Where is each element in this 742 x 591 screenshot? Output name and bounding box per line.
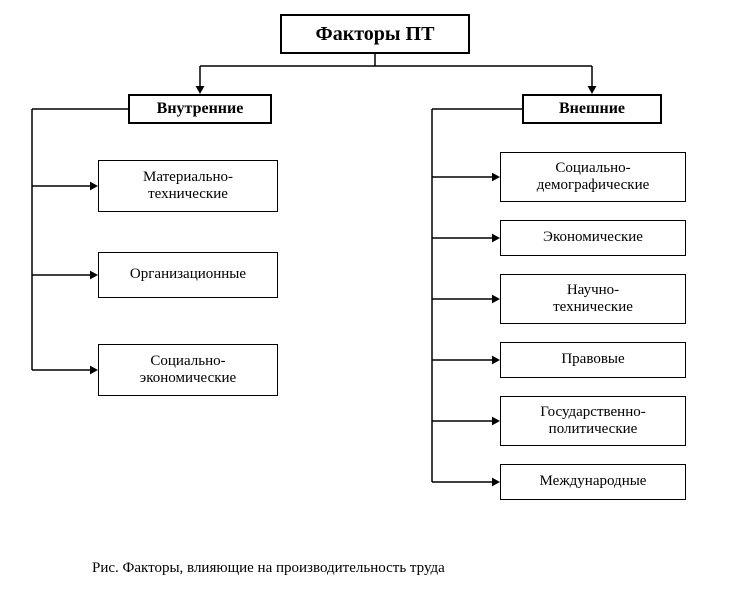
leaf-node: Научно- технические bbox=[500, 274, 686, 324]
leaf-node: Социально- экономические bbox=[98, 344, 278, 396]
leaf-label: Социально- экономические bbox=[140, 353, 236, 388]
branch-header: Внешние bbox=[522, 94, 662, 124]
leaf-node: Государственно- политические bbox=[500, 396, 686, 446]
leaf-label: Социально- демографические bbox=[537, 160, 650, 195]
branch-header: Внутренние bbox=[128, 94, 272, 124]
leaf-node: Социально- демографические bbox=[500, 152, 686, 202]
leaf-label: Международные bbox=[540, 473, 647, 490]
leaf-node: Организационные bbox=[98, 252, 278, 298]
caption-text: Рис. Факторы, влияющие на производительн… bbox=[92, 560, 445, 576]
figure-caption: Рис. Факторы, влияющие на производительн… bbox=[92, 560, 445, 577]
leaf-node: Международные bbox=[500, 464, 686, 500]
leaf-label: Материально- технические bbox=[143, 169, 233, 204]
root-node: Факторы ПТ bbox=[280, 14, 470, 54]
leaf-label: Правовые bbox=[561, 351, 624, 368]
root-label: Факторы ПТ bbox=[316, 23, 435, 46]
leaf-label: Организационные bbox=[130, 266, 246, 283]
leaf-label: Экономические bbox=[543, 229, 643, 246]
branch-header-label: Внешние bbox=[559, 100, 625, 118]
leaf-node: Правовые bbox=[500, 342, 686, 378]
leaf-node: Материально- технические bbox=[98, 160, 278, 212]
branch-header-label: Внутренние bbox=[157, 100, 244, 118]
leaf-label: Государственно- политические bbox=[540, 404, 645, 439]
leaf-node: Экономические bbox=[500, 220, 686, 256]
leaf-label: Научно- технические bbox=[553, 282, 633, 317]
diagram-stage: Факторы ПТ Рис. Факторы, влияющие на про… bbox=[0, 0, 742, 591]
